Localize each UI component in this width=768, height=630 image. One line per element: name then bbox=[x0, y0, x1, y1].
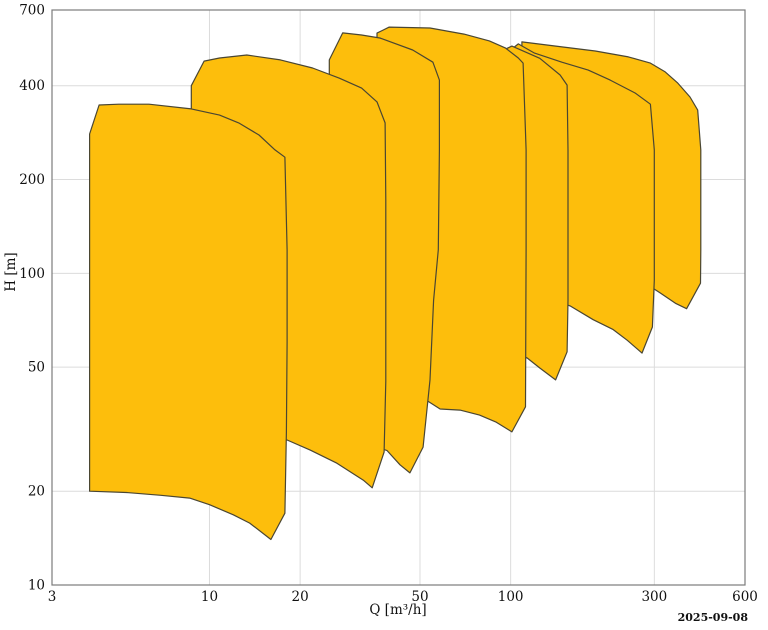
x-axis-title: Q [m³/h] bbox=[369, 602, 426, 618]
y-axis-title: H [m] bbox=[3, 252, 19, 291]
y-tick-50: 50 bbox=[28, 360, 45, 376]
y-tick-100: 100 bbox=[19, 266, 45, 282]
envelope-layer bbox=[89, 26, 702, 541]
y-tick-400: 400 bbox=[19, 78, 45, 94]
date-stamp: 2025-09-08 bbox=[678, 611, 749, 624]
plot-border bbox=[51, 9, 746, 586]
y-tick-20: 20 bbox=[28, 484, 45, 500]
x-tick-100: 100 bbox=[498, 589, 524, 605]
x-tick-labels: 3 10 20 50 100 300 600 bbox=[48, 589, 758, 605]
x-tick-3: 3 bbox=[48, 589, 57, 605]
y-tick-200: 200 bbox=[19, 172, 45, 188]
y-tick-labels: 700 400 200 100 50 20 10 bbox=[19, 3, 45, 594]
y-tick-700: 700 bbox=[19, 3, 45, 19]
x-tick-10: 10 bbox=[201, 589, 218, 605]
x-tick-300: 300 bbox=[641, 589, 667, 605]
y-tick-10: 10 bbox=[28, 578, 45, 594]
pump-range-1[interactable] bbox=[89, 103, 288, 541]
x-tick-20: 20 bbox=[292, 589, 309, 605]
x-tick-50: 50 bbox=[411, 589, 428, 605]
x-tick-600: 600 bbox=[732, 589, 758, 605]
